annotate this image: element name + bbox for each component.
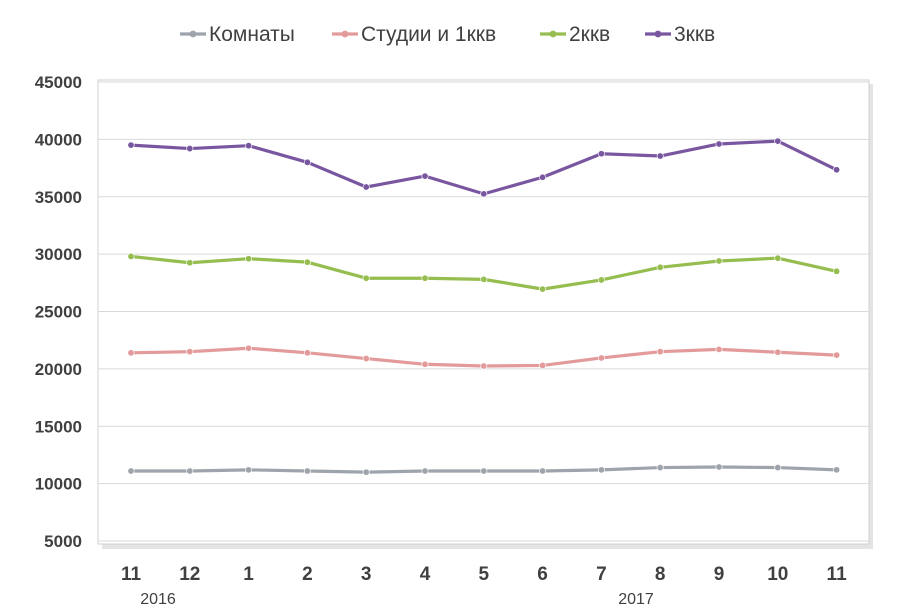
data-point — [186, 259, 194, 267]
series-1 — [127, 463, 841, 476]
data-point — [127, 252, 135, 260]
y-tick-label: 5000 — [44, 532, 82, 551]
legend-marker — [549, 30, 557, 38]
data-point — [480, 190, 488, 198]
data-point — [656, 464, 664, 472]
data-point — [245, 142, 253, 150]
data-point — [715, 463, 723, 471]
data-point — [245, 344, 253, 352]
year-label: 2017 — [618, 591, 654, 608]
data-point — [362, 468, 370, 476]
legend-item: Студии и 1ккв — [332, 23, 496, 46]
data-point — [715, 257, 723, 265]
data-point — [539, 285, 547, 293]
data-point — [597, 354, 605, 362]
data-point — [421, 274, 429, 282]
data-point — [245, 466, 253, 474]
data-point — [127, 349, 135, 357]
legend-marker — [341, 30, 349, 38]
x-tick-label: 8 — [655, 564, 666, 585]
legend-item: 3ккв — [645, 23, 715, 46]
data-point — [480, 362, 488, 370]
data-point — [186, 348, 194, 356]
x-tick-label: 7 — [596, 564, 607, 585]
series-4 — [127, 137, 841, 198]
y-tick-label: 35000 — [35, 188, 82, 207]
legend-marker — [654, 30, 662, 38]
y-tick-label: 40000 — [35, 130, 82, 149]
data-point — [421, 360, 429, 368]
y-tick-label: 45000 — [35, 73, 82, 92]
data-point — [715, 140, 723, 148]
data-point — [656, 263, 664, 271]
data-point — [774, 348, 782, 356]
legend-item: 2ккв — [540, 23, 610, 46]
x-tick-label: 5 — [479, 564, 490, 585]
x-tick-label: 3 — [361, 564, 372, 585]
legend-label: Студии и 1ккв — [361, 23, 496, 46]
data-point — [833, 267, 841, 275]
y-tick-label: 20000 — [35, 360, 82, 379]
x-tick-label: 6 — [537, 564, 548, 585]
data-point — [539, 173, 547, 181]
data-point — [362, 355, 370, 363]
data-point — [480, 467, 488, 475]
series-2 — [127, 344, 841, 370]
legend-item: Комнаты — [180, 23, 295, 46]
x-axis-ticks: 11 12 1 2 3 4 5 6 7 8 9 10 11 — [121, 564, 847, 585]
series-3 — [127, 252, 841, 293]
legend-label: Комнаты — [209, 23, 295, 46]
x-tick-label: 2 — [302, 564, 313, 585]
data-point — [186, 145, 194, 153]
legend-marker — [189, 30, 197, 38]
y-tick-label: 10000 — [35, 475, 82, 494]
data-point — [303, 467, 311, 475]
x-tick-label: 4 — [420, 564, 431, 585]
year-label: 2016 — [140, 591, 176, 608]
legend-label: 2ккв — [569, 23, 610, 46]
data-point — [833, 351, 841, 359]
x-tick-label: 10 — [767, 564, 788, 585]
data-point — [774, 464, 782, 472]
data-point — [833, 466, 841, 474]
data-point — [774, 137, 782, 145]
x-tick-label: 1 — [243, 564, 254, 585]
data-point — [421, 467, 429, 475]
data-point — [597, 466, 605, 474]
x-tick-label: 12 — [179, 564, 200, 585]
x-tick-label: 9 — [714, 564, 725, 585]
data-point — [127, 141, 135, 149]
data-point — [715, 345, 723, 353]
data-point — [127, 467, 135, 475]
data-point — [245, 255, 253, 263]
data-point — [186, 467, 194, 475]
data-point — [539, 361, 547, 369]
data-point — [303, 158, 311, 166]
data-point — [480, 275, 488, 283]
data-point — [833, 166, 841, 174]
data-point — [597, 150, 605, 158]
data-point — [303, 349, 311, 357]
data-point — [656, 348, 664, 356]
y-tick-label: 25000 — [35, 303, 82, 322]
year-labels: 2016 2017 — [140, 591, 654, 608]
data-point — [303, 258, 311, 266]
data-point — [774, 254, 782, 262]
y-axis-ticks: 5000 10000 15000 20000 25000 30000 35000 40000 4… — [35, 73, 82, 551]
y-tick-label: 30000 — [35, 245, 82, 264]
data-point — [597, 276, 605, 284]
series-group — [127, 137, 841, 476]
data-point — [421, 172, 429, 180]
x-tick-label: 11 — [827, 564, 848, 585]
legend-label: 3ккв — [674, 23, 715, 46]
data-point — [539, 467, 547, 475]
data-point — [362, 274, 370, 282]
data-point — [362, 183, 370, 191]
x-tick-label: 11 — [121, 564, 142, 585]
legend: Комнаты Студии и 1ккв 2ккв 3ккв — [180, 23, 715, 46]
data-point — [656, 152, 664, 160]
y-tick-label: 15000 — [35, 417, 82, 436]
